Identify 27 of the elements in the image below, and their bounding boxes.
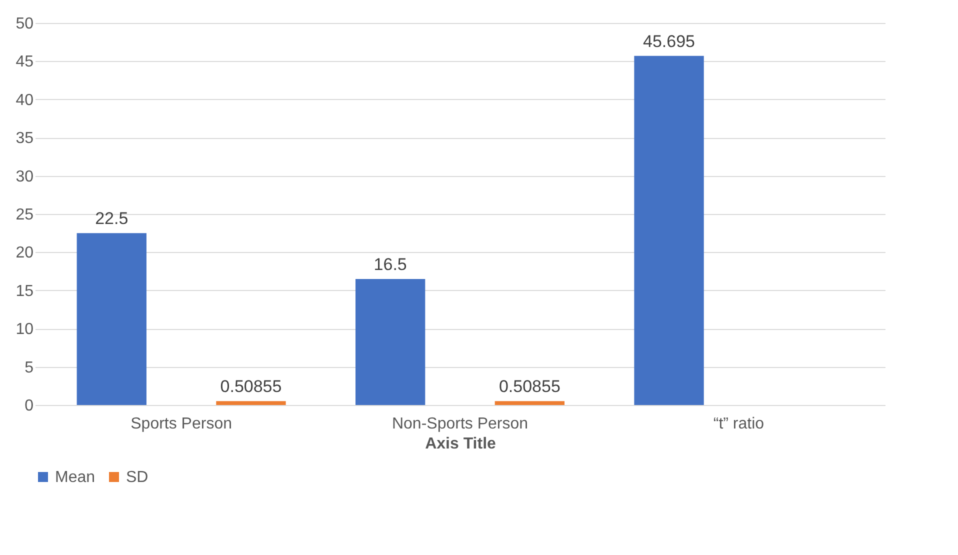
x-tick-label: Sports Person <box>130 416 232 432</box>
data-label: 22.5 <box>95 209 128 228</box>
y-tick-label: 15 <box>16 282 34 300</box>
bar <box>494 401 565 405</box>
y-tick-label: 20 <box>16 244 34 262</box>
x-axis-title: Axis Title <box>425 436 496 452</box>
legend-label: Mean <box>55 469 96 486</box>
data-label: 0.50855 <box>498 377 560 396</box>
bar <box>634 56 704 405</box>
bar <box>76 233 146 405</box>
x-tick-label: Non-Sports Person <box>392 416 528 432</box>
legend-label: SD <box>126 469 148 486</box>
x-tick-label: “t” ratio <box>713 416 764 432</box>
y-tick-label: 0 <box>24 398 34 414</box>
data-label: 45.695 <box>643 32 696 51</box>
y-tick-label: 45 <box>16 54 34 71</box>
y-tick-label: 40 <box>16 92 34 109</box>
bar <box>355 278 426 405</box>
y-tick-label: 30 <box>16 168 34 186</box>
y-tick-label: 10 <box>16 321 34 338</box>
y-tick-label: 50 <box>16 16 34 32</box>
y-tick-label: 35 <box>16 130 34 148</box>
y-tick-label: 5 <box>24 359 34 376</box>
y-tick-label: 25 <box>16 206 34 224</box>
data-label: 16.5 <box>374 254 407 274</box>
bar <box>216 401 286 405</box>
data-label: 0.50855 <box>220 377 282 396</box>
